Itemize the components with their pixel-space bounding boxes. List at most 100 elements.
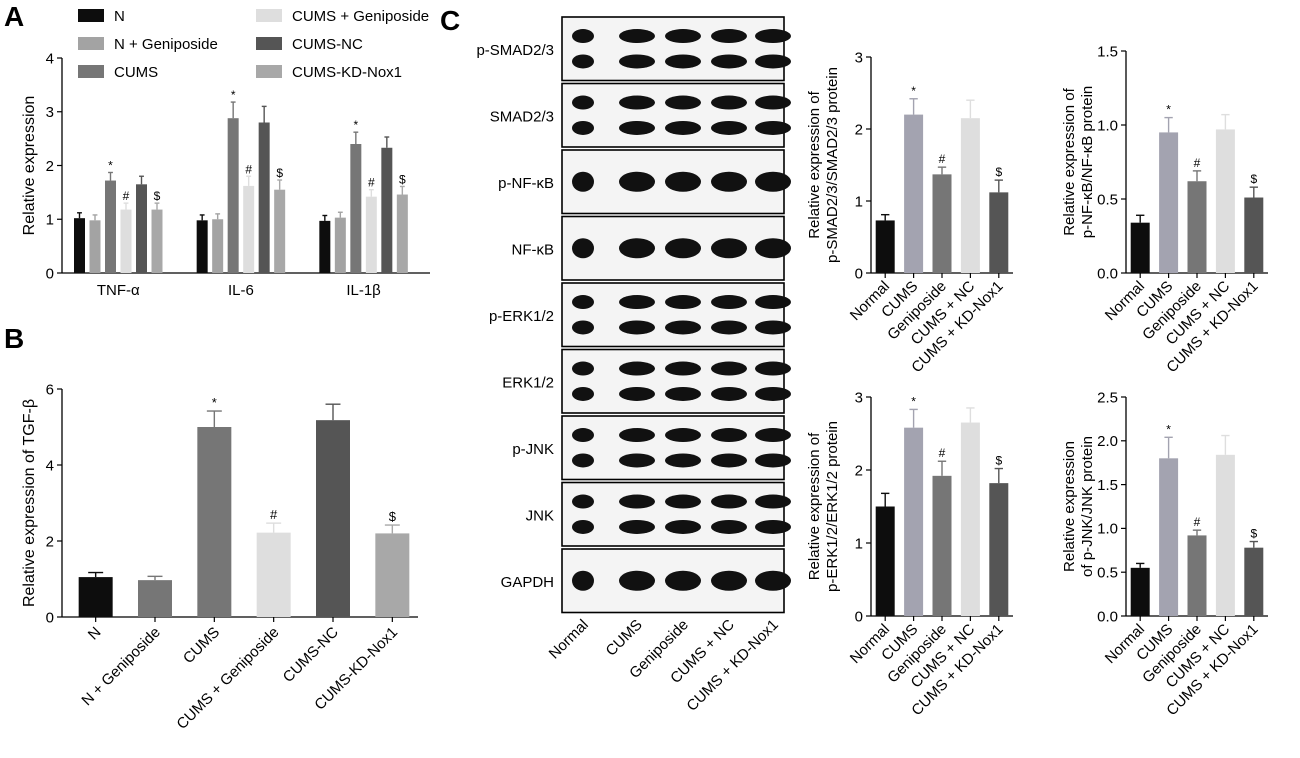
y-axis-label: Relative expression — [21, 96, 38, 236]
blot-band — [572, 386, 594, 401]
blot-band — [755, 171, 791, 192]
x-category-label: TNF-α — [97, 282, 140, 299]
bar — [1187, 181, 1207, 273]
y-tick-label: 2 — [855, 121, 863, 138]
bar — [136, 184, 147, 273]
panel-letter-c: C — [440, 5, 460, 36]
blot-band — [665, 29, 701, 44]
significance-mark: # — [123, 189, 130, 203]
significance-mark: # — [270, 507, 278, 522]
blot-frame — [561, 16, 785, 82]
chart-p-erk-ratio: 0 1 2 3 Relative expression of p-ERK1/2/ERK1/… — [806, 389, 1013, 719]
blot-band — [572, 519, 594, 534]
blot-band — [572, 320, 594, 335]
blot-band — [755, 295, 791, 310]
blot-row: p-NF-κB — [498, 149, 791, 215]
bar — [319, 220, 331, 273]
bar — [197, 427, 232, 617]
legend-swatch — [256, 9, 282, 22]
y-tick-label: 0 — [855, 608, 863, 625]
blot-band — [711, 95, 747, 110]
blot-band — [665, 428, 701, 443]
y-tick-label: 2.0 — [1097, 433, 1118, 450]
significance-mark: $ — [399, 172, 406, 186]
blot-band — [755, 238, 791, 259]
blot-band — [619, 428, 655, 443]
bar — [151, 209, 163, 273]
bar — [365, 196, 377, 273]
y-axis-label: of p-JNK/JNK protein — [1079, 436, 1096, 577]
x-category-label: IL-1β — [346, 282, 381, 299]
bar — [258, 122, 270, 273]
x-category-label: CUMS — [180, 624, 223, 667]
x-category-label: CUMS-NC — [280, 624, 342, 686]
bar — [1244, 197, 1264, 273]
blot-band — [572, 29, 594, 44]
blot-band — [755, 361, 791, 376]
blot-band — [711, 386, 747, 401]
western-blot-panel: p-SMAD2/3 SMAD2/3 p-NF-κB NF-κB p-ERK1/2 ERK1… — [476, 16, 791, 715]
blot-row: p-SMAD2/3 — [476, 16, 791, 82]
significance-mark: $ — [154, 189, 161, 203]
blot-band — [572, 54, 594, 69]
y-tick-label: 1.5 — [1097, 477, 1118, 494]
blot-band — [755, 120, 791, 135]
blot-band — [711, 295, 747, 310]
legend-label: CUMS — [114, 64, 158, 81]
blot-band — [665, 120, 701, 135]
y-tick-label: 0.5 — [1097, 564, 1118, 581]
blot-frame — [561, 415, 785, 481]
blot-frame — [561, 282, 785, 348]
panel-letter-b: B — [4, 323, 24, 354]
y-tick-label: 0 — [46, 265, 54, 282]
significance-mark: * — [353, 118, 358, 132]
significance-mark: $ — [1250, 172, 1257, 186]
significance-mark: * — [1166, 422, 1171, 436]
significance-mark: # — [368, 176, 375, 190]
blot-band — [711, 29, 747, 44]
blot-band — [755, 386, 791, 401]
legend-label: N — [114, 8, 125, 25]
blot-band — [755, 95, 791, 110]
y-tick-label: 6 — [46, 381, 54, 398]
blot-row: p-ERK1/2 — [489, 282, 791, 348]
legend-label: CUMS + Geniposide — [292, 8, 429, 25]
blot-band — [711, 453, 747, 468]
blot-band — [619, 120, 655, 135]
significance-mark: $ — [276, 166, 283, 180]
y-tick-label: 1 — [855, 535, 863, 552]
bar — [932, 475, 952, 616]
blot-band — [572, 453, 594, 468]
blot-band — [665, 95, 701, 110]
y-axis-label: Relative expression of — [806, 432, 823, 580]
significance-mark: $ — [1250, 527, 1257, 541]
blot-band — [665, 54, 701, 69]
blot-row-label: SMAD2/3 — [490, 108, 554, 125]
chart-p-nfkb-ratio: 0.0 0.5 1.0 1.5 Relative expression of p-NF-κ… — [1061, 43, 1268, 376]
blot-band — [665, 320, 701, 335]
blot-band — [619, 171, 655, 192]
bar — [1215, 454, 1235, 616]
blot-row-label: p-NF-κB — [498, 175, 554, 192]
blot-frame — [561, 348, 785, 414]
y-tick-label: 0 — [46, 609, 54, 626]
blot-band — [619, 361, 655, 376]
blot-band — [665, 519, 701, 534]
significance-mark: # — [939, 152, 946, 166]
blot-row: ERK1/2 — [502, 348, 791, 414]
blot-band — [755, 494, 791, 509]
blot-band — [755, 54, 791, 69]
significance-mark: * — [108, 158, 113, 172]
bar — [120, 209, 132, 273]
blot-lane-label: CUMS — [603, 616, 646, 659]
blot-row: JNK — [526, 481, 791, 547]
bar — [138, 580, 172, 617]
x-category-label: CUMS + Geniposide — [173, 624, 282, 733]
legend-swatch — [78, 37, 104, 50]
y-axis-label: Relative expression of — [1061, 87, 1078, 235]
blot-band — [711, 494, 747, 509]
blot-band — [572, 361, 594, 376]
blot-band — [572, 120, 594, 135]
blot-band — [572, 238, 594, 259]
